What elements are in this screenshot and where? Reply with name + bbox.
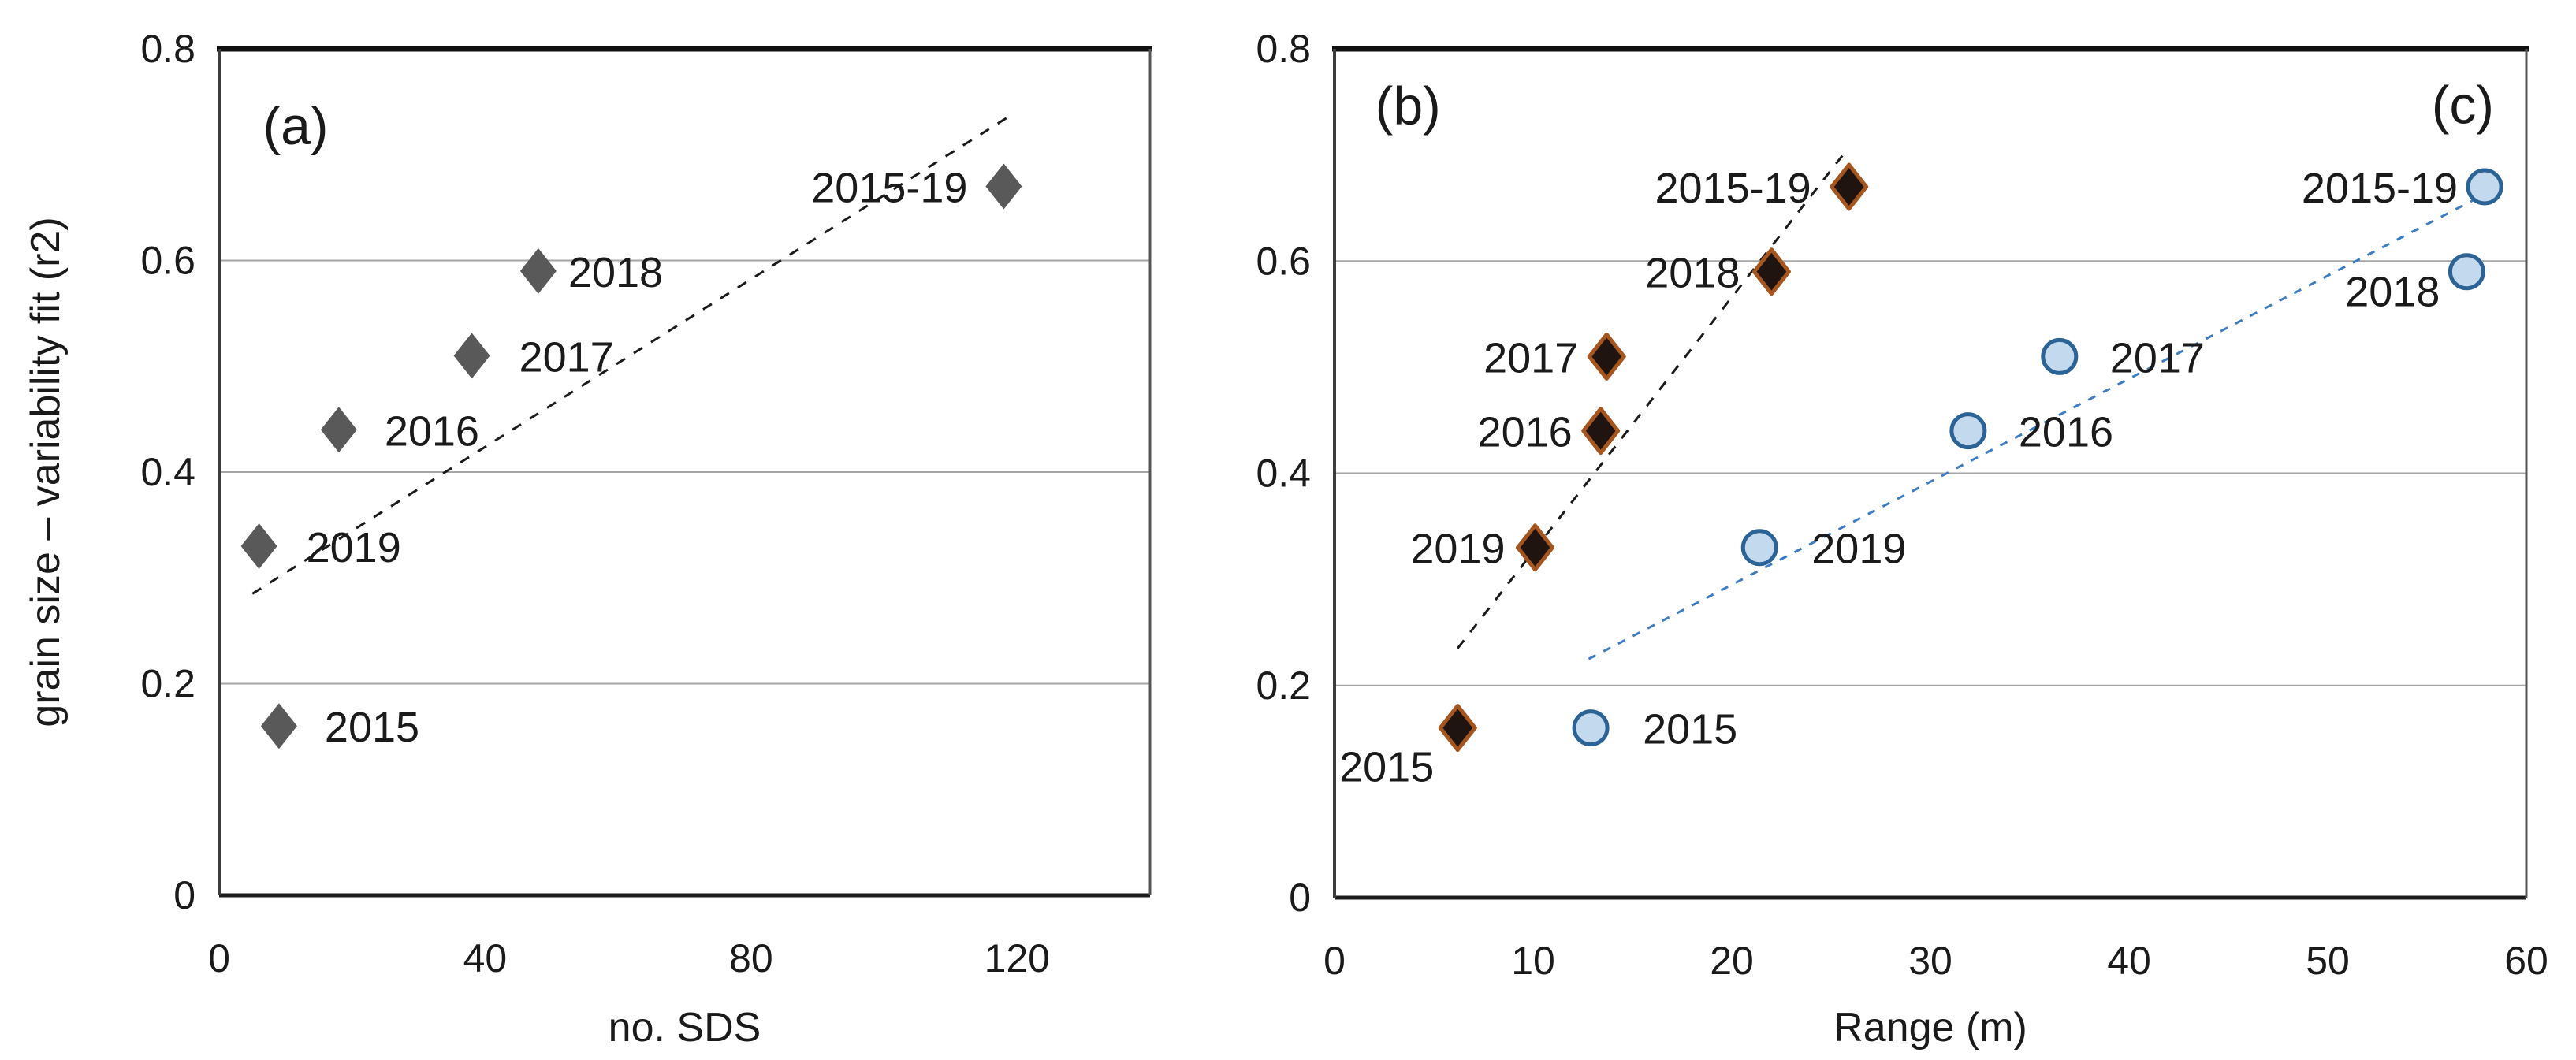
panel-b-c-xtick-0: 0 (1323, 939, 1346, 983)
panel-a-xtick-0: 0 (208, 936, 230, 980)
panel-b-c-xtick-50: 50 (2306, 939, 2350, 983)
panel-b-c-point-label-2017: 2017 (1483, 334, 1578, 381)
panel-b-c-ytick-0.2: 0.2 (1256, 664, 1311, 708)
panel-a-diamond-marker-2019 (240, 523, 277, 569)
panel-b-c-point-label-2015-19: 2015-19 (2302, 165, 2458, 212)
panel-b-c-point-label-2017: 2017 (2110, 334, 2205, 381)
panel-a-ytick-0.4: 0.4 (140, 450, 195, 494)
panel-a-point-label-2018: 2018 (568, 249, 663, 296)
panel-b-c-point-label-2019: 2019 (1811, 526, 1906, 573)
panel-a-xtick-40: 40 (463, 936, 508, 980)
panel-b-c-circle-marker-2016 (1949, 412, 1987, 450)
panel-b-c-circle-marker-2018 (2448, 253, 2485, 291)
panel-b-c-panel-letter-(b): (b) (1375, 76, 1441, 136)
panel-b-c-point-label-2015-19: 2015-19 (1655, 165, 1811, 212)
panel-a-diamond-marker-2017 (453, 333, 490, 379)
panel-a-point-label-2016: 2016 (385, 407, 479, 455)
panel-b-c-diamond-marker-2019 (1516, 523, 1555, 572)
panel-b-c-diamond-marker-2017 (1587, 332, 1626, 381)
panel-b-c-ytick-0: 0 (1289, 876, 1311, 920)
panel-b-c-xtick-20: 20 (1710, 939, 1754, 983)
panel-b-c-trendline-fit-c (1588, 196, 2480, 660)
panel-b-c-point-label-2015: 2015 (1339, 744, 1434, 791)
panel-b-c-diamond-marker-2018 (1751, 247, 1791, 296)
panel-b-c-panel-letter-(c): (c) (2432, 75, 2494, 135)
panel-b-c-point-label-2019: 2019 (1410, 526, 1505, 573)
panel-b-c-ytick-0.4: 0.4 (1256, 452, 1311, 496)
x-axis-title-panel-bc: Range (m) (1833, 1005, 2027, 1051)
panel-a-xtick-120: 120 (985, 936, 1050, 980)
panel-a-diamond-marker-2015 (260, 703, 297, 749)
panel-a-ytick-0.2: 0.2 (140, 662, 195, 706)
panel-b-c-ytick-0.8: 0.8 (1256, 27, 1311, 71)
panel-b-c-point-label-2018: 2018 (2345, 269, 2440, 316)
y-axis-title: grain size – variability fit (r2) (23, 217, 69, 727)
panel-b-c-xtick-10: 10 (1511, 939, 1555, 983)
panel-a-point-label-2015: 2015 (325, 704, 419, 751)
panel-a-xtick-80: 80 (729, 936, 773, 980)
panel-b-c-point-label-2018: 2018 (1645, 250, 1740, 297)
panel-a-trendline-fit-a (251, 116, 1008, 595)
panel-a-ytick-0: 0 (173, 873, 195, 917)
panel-a-panel-letter-(a): (a) (262, 96, 328, 156)
panel-a-point-label-2015-19: 2015-19 (811, 165, 967, 212)
panel-b-c-xtick-30: 30 (1908, 939, 1952, 983)
panel-a-point-label-2019: 2019 (307, 524, 401, 571)
panel-b-c-ytick-0.6: 0.6 (1256, 239, 1311, 283)
panel-b-c-xtick-40: 40 (2107, 939, 2151, 983)
panel-a-diamond-marker-2016 (320, 407, 357, 453)
panel-b-c-xtick-60: 60 (2504, 939, 2548, 983)
panel-b-c-point-label-2015: 2015 (1643, 706, 1737, 753)
panel-b-c-circle-marker-2015-19 (2466, 168, 2503, 206)
panel-b-c-circle-marker-2019 (1740, 529, 1778, 567)
panel-a-diamond-marker-2015-19 (985, 163, 1022, 210)
panel-b-c-point-label-2016: 2016 (2019, 409, 2113, 456)
panel-b-c-trendline-fit-b (1457, 148, 1848, 649)
x-axis-title-panel-a: no. SDS (608, 1005, 761, 1051)
panel-b-c-diamond-marker-2016 (1581, 407, 1621, 456)
panel-a-ytick-0.8: 0.8 (140, 27, 195, 71)
panel-b-c-circle-marker-2017 (2041, 337, 2079, 375)
panel-b-c-diamond-marker-2015-19 (1830, 162, 1869, 211)
panel-b-c-point-label-2016: 2016 (1478, 409, 1573, 456)
panel-b-c-diamond-marker-2015 (1438, 704, 1477, 753)
panel-a-diamond-marker-2018 (519, 247, 557, 294)
panel-a-ytick-0.6: 0.6 (140, 239, 195, 283)
panel-a-point-label-2017: 2017 (519, 333, 614, 381)
panel-b-c-circle-marker-2015 (1572, 709, 1610, 747)
